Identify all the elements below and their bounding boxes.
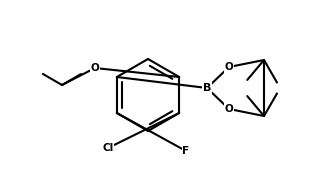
Text: B: B: [203, 83, 211, 93]
Text: O: O: [91, 63, 99, 73]
Text: O: O: [225, 62, 233, 72]
Text: O: O: [225, 104, 233, 114]
Text: Cl: Cl: [102, 143, 114, 153]
Text: F: F: [182, 146, 190, 156]
